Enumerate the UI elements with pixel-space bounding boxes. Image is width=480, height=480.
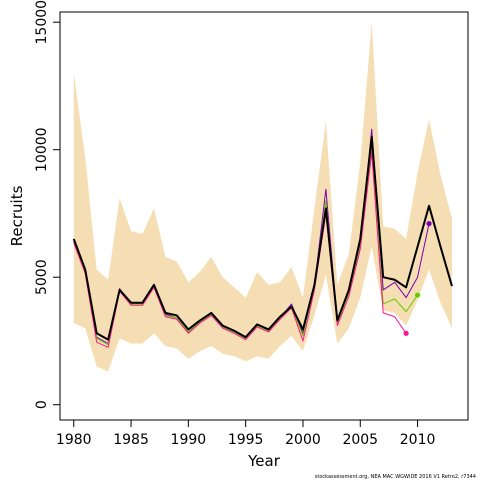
x-tick-label: 2010 [400,432,436,448]
plot-frame [59,11,469,421]
retro-endpoint-3 [403,330,409,336]
series-line-final [72,135,453,341]
y-tick-label: 15000 [34,0,50,44]
x-axis-title: Year [247,452,281,470]
retro-endpoint-2 [414,292,421,298]
y-tick-label: 10000 [34,127,50,172]
x-tick-label: 1985 [113,432,149,448]
x-tick-label: 2005 [342,432,378,448]
confidence-band [73,22,452,372]
x-tick-label: 1990 [171,432,207,448]
y-tick-label: 5000 [34,259,50,295]
credit-text: stockassessment.org, NEA MAC WGWIDE 2016… [315,474,476,480]
x-tick-label: 1995 [228,432,264,448]
retro-endpoint-1 [426,221,432,227]
y-axis-title: Recruits [8,185,26,246]
x-tick-label: 2000 [285,432,321,448]
y-tick-label: 0 [34,400,50,409]
x-tick-label: 1980 [56,432,92,448]
series-line-retro-3 [73,151,407,348]
